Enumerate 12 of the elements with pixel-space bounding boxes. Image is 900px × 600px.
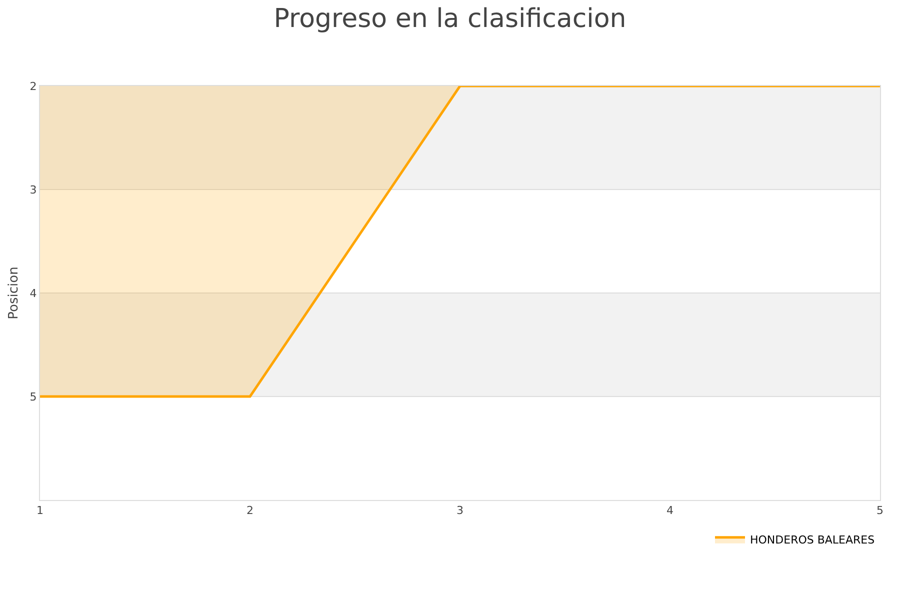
- legend-label: HONDEROS BALEARES: [750, 534, 875, 547]
- y-tick-label: 5: [30, 390, 37, 404]
- chart-title: Progreso en la clasificacion: [274, 4, 626, 34]
- y-tick-label: 4: [30, 286, 37, 300]
- y-tick-label: 3: [30, 183, 37, 196]
- x-tick-label: 4: [666, 504, 674, 518]
- x-tick-label: 2: [246, 504, 254, 518]
- y-axis-title: Posicion: [6, 266, 22, 320]
- x-tick-label: 5: [876, 504, 884, 518]
- y-tick-label: 2: [30, 80, 37, 93]
- x-tick-label: 3: [456, 504, 464, 518]
- x-tick-label: 1: [36, 504, 44, 518]
